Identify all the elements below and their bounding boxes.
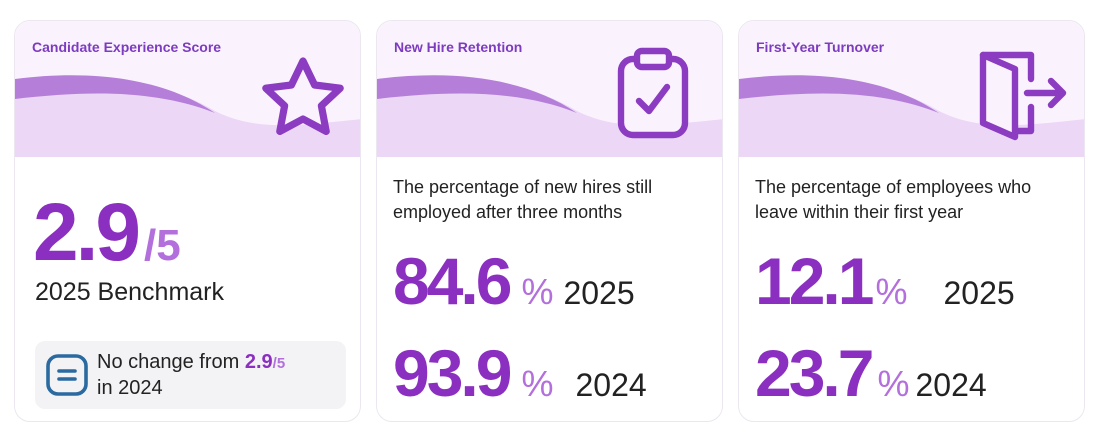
stat-row-2025: 84.6 % 2025 <box>393 243 635 319</box>
stat-value: 93.9 <box>393 336 512 410</box>
stat-row-2025: 12.1 % 2025 <box>755 243 1015 319</box>
score-value: 2.9 <box>33 187 141 278</box>
stat-unit: % <box>877 363 910 404</box>
card-title: Candidate Experience Score <box>32 39 222 55</box>
note-scale: /5 <box>272 355 286 372</box>
card-title: New Hire Retention <box>394 39 523 55</box>
card-title: First-Year Turnover <box>756 39 885 55</box>
card-header: Candidate Experience Score <box>15 21 360 157</box>
stat-year: 2024 <box>575 367 647 403</box>
door-exit-icon <box>979 51 1067 141</box>
card-description: The percentage of new hires still employ… <box>393 177 653 222</box>
new-hire-retention-card: New Hire Retention The percentage of new… <box>376 20 723 422</box>
note-year: in 2024 <box>97 377 163 399</box>
change-note: No change from 2.9/5 in 2024 <box>35 341 346 409</box>
stat-value: 23.7 <box>755 336 874 410</box>
score-scale: /5 <box>144 221 181 270</box>
stat-value: 12.1 <box>755 244 874 318</box>
note-value: 2.9 <box>244 351 273 373</box>
stat-unit: % <box>875 271 908 312</box>
score: 2.9 /5 <box>33 186 181 280</box>
header-wave <box>15 75 360 157</box>
card-header: First-Year Turnover <box>739 21 1084 157</box>
stat-year: 2025 <box>943 275 1015 311</box>
note-text: No change from <box>97 351 245 373</box>
stat-value: 84.6 <box>393 244 512 318</box>
stat-row-2024: 93.9 % 2024 <box>393 335 647 411</box>
card-header: New Hire Retention <box>377 21 722 157</box>
header-wave <box>739 75 1084 157</box>
candidate-experience-card: Candidate Experience Score 2.9 /5 2025 B… <box>14 20 361 422</box>
stat-year: 2025 <box>563 275 635 311</box>
stat-row-2024: 23.7 % 2024 <box>755 335 987 411</box>
equals-icon <box>46 354 88 396</box>
clipboard-check-icon <box>617 47 689 139</box>
card-description: The percentage of employees who leave wi… <box>755 177 1032 222</box>
benchmark-label: 2025 Benchmark <box>35 278 225 306</box>
star-icon <box>262 57 344 135</box>
first-year-turnover-card: First-Year Turnover The percentage of em… <box>738 20 1085 422</box>
stat-unit: % <box>521 271 554 312</box>
stat-unit: % <box>521 363 554 404</box>
stat-year: 2024 <box>915 367 987 403</box>
